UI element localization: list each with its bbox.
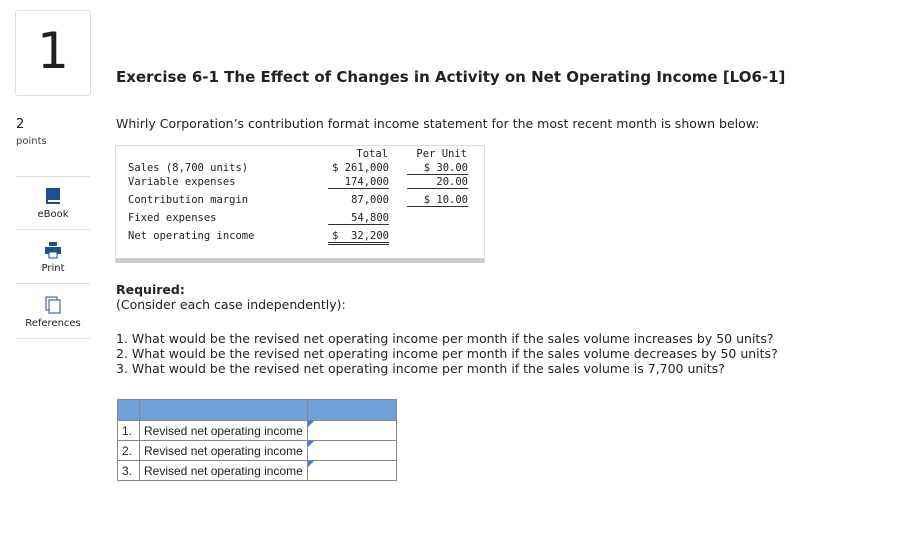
answer-table: 1. Revised net operating income 2. Revised … — [117, 399, 397, 481]
per-unit-value: 20.00 — [407, 176, 468, 189]
row-number: 2. — [117, 440, 140, 461]
ebook-button[interactable]: eBook — [16, 176, 90, 230]
question-3: 3. What would be the revised net operati… — [116, 361, 725, 376]
header-total: Total — [356, 148, 388, 160]
points-value: 2 — [16, 117, 25, 132]
total-value: 174,000 — [328, 176, 389, 189]
input-marker — [307, 441, 314, 447]
answer-input[interactable] — [306, 440, 397, 461]
answer-row: 1. Revised net operating income — [117, 420, 397, 441]
row-label: Revised net operating income — [139, 460, 308, 481]
line-label: Contribution margin — [128, 194, 249, 206]
row-number: 3. — [117, 460, 140, 481]
intro: Whirly Corporation’s contribution format… — [116, 116, 760, 131]
points-label: points — [16, 136, 47, 147]
answer-row: 3. Revised net operating income — [117, 460, 397, 481]
line-label: Sales (8,700 units) — [128, 162, 249, 174]
row-label: Revised net operating income — [139, 440, 308, 461]
answer-input[interactable] — [306, 420, 397, 441]
per-unit-value: $ 10.00 — [407, 194, 468, 207]
total-value: $ 32,200 — [328, 230, 389, 245]
question-2: 2. What would be the revised net operati… — [116, 346, 778, 361]
header-per-unit: Per Unit — [416, 148, 467, 160]
line-label: Net operating income — [128, 230, 255, 242]
print-label: Print — [41, 263, 65, 274]
answer-header — [117, 399, 397, 421]
print-icon — [45, 242, 61, 259]
total-value: 54,800 — [328, 212, 389, 225]
ebook-label: eBook — [37, 209, 69, 220]
references-button[interactable]: References — [16, 286, 90, 339]
note: (Consider each case independently): — [116, 297, 346, 312]
line-label: Fixed expenses — [128, 212, 217, 224]
per-unit-value: $ 30.00 — [407, 162, 468, 175]
question-1: 1. What would be the revised net operati… — [116, 331, 774, 346]
total-value: $ 261,000 — [332, 162, 389, 174]
total-value: 87,000 — [351, 194, 389, 206]
income-statement — [115, 145, 485, 263]
required: Required: — [116, 282, 185, 297]
question-box — [15, 10, 91, 96]
print-button[interactable]: Print — [16, 231, 90, 284]
exercise-title: Exercise 6-1 The Effect of Changes in Ac… — [116, 68, 786, 86]
references-icon — [45, 296, 61, 314]
row-number: 1. — [117, 420, 140, 441]
answer-row: 2. Revised net operating income — [117, 440, 397, 461]
references-label: References — [25, 318, 81, 329]
input-marker — [307, 421, 314, 427]
row-label: Revised net operating income — [139, 420, 308, 441]
ebook-icon — [46, 188, 60, 204]
input-marker — [307, 461, 314, 467]
line-label: Variable expenses — [128, 176, 236, 188]
question-number: 1 — [37, 22, 69, 80]
answer-input[interactable] — [306, 460, 397, 481]
